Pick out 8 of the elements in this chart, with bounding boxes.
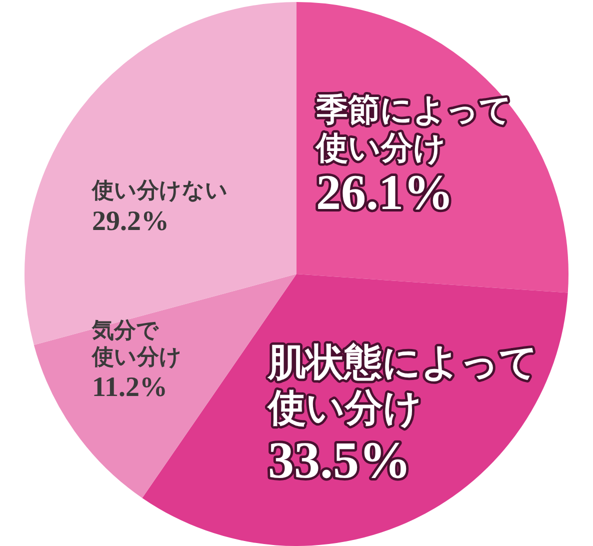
data-label: 29.2% bbox=[92, 206, 169, 237]
slice-label: 気分で使い分け bbox=[91, 318, 182, 370]
data-label: 33.5% bbox=[268, 432, 411, 490]
slice-label: 肌状態によって使い分け bbox=[266, 340, 538, 430]
slice-label: 季節によって使い分け bbox=[315, 90, 512, 167]
data-label: 11.2% bbox=[92, 372, 168, 404]
data-label: 26.1% bbox=[316, 164, 454, 220]
slice-label: 使い分けない bbox=[91, 178, 228, 204]
